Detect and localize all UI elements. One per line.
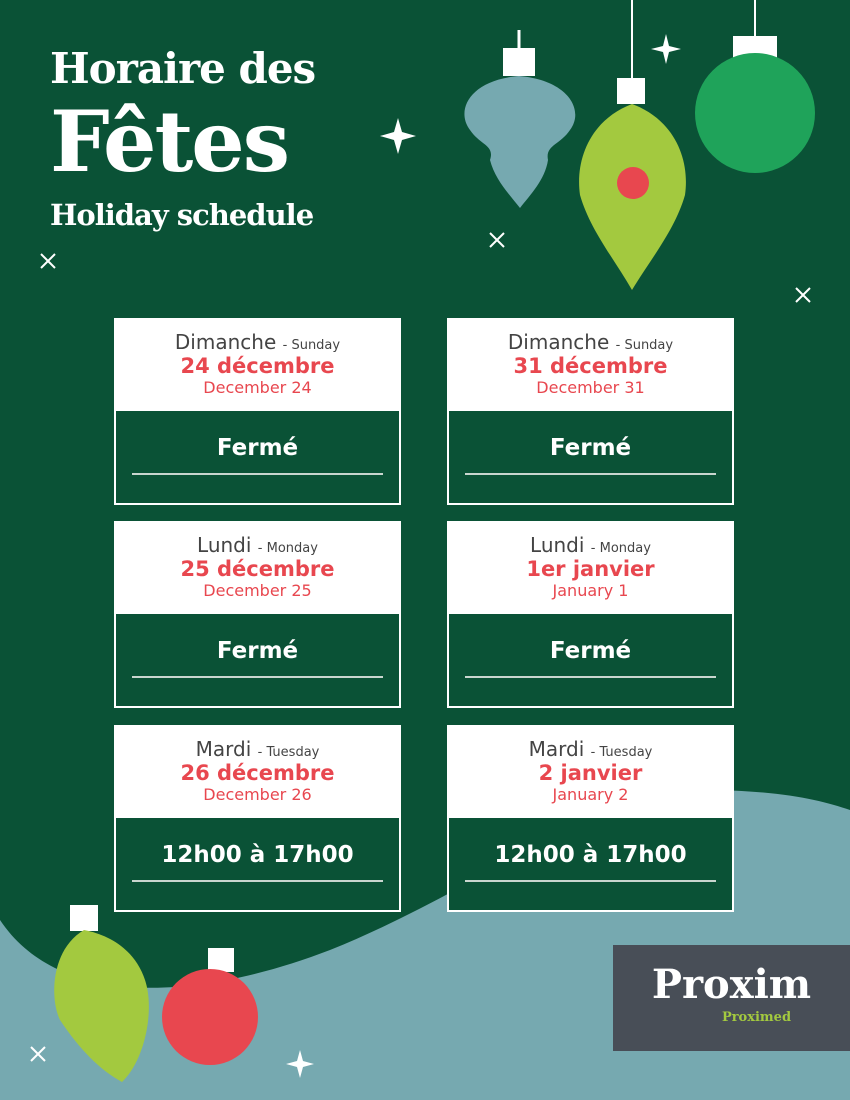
logo-sub-text: Proximed <box>721 1010 792 1025</box>
day-en: - Tuesday <box>257 745 320 760</box>
hours: Fermé <box>116 612 399 706</box>
day-en: - Monday <box>590 541 651 556</box>
schedule-card: Dimanche - Sunday 31 décembre December 3… <box>447 318 734 505</box>
day-fr: Lundi <box>197 533 252 557</box>
logo-brand: Proxim <box>651 961 812 1008</box>
card-date: Lundi - Monday 25 décembre December 25 <box>116 523 399 612</box>
date-en: December 25 <box>203 581 312 600</box>
date-en: December 24 <box>203 378 312 397</box>
title-line-1: Horaire des <box>50 44 316 93</box>
day-name: Dimanche - Sunday <box>116 330 399 354</box>
card-date: Mardi - Tuesday 2 janvier January 2 <box>449 727 732 816</box>
day-name: Mardi - Tuesday <box>116 737 399 761</box>
ornament-lime-icon <box>579 0 686 290</box>
date-en: January 1 <box>552 581 629 600</box>
schedule-card: Lundi - Monday 25 décembre December 25 F… <box>114 521 401 708</box>
day-name: Lundi - Monday <box>449 533 732 557</box>
schedule-card: Lundi - Monday 1er janvier January 1 Fer… <box>447 521 734 708</box>
divider <box>132 676 383 678</box>
divider <box>132 880 383 882</box>
schedule-card: Mardi - Tuesday 26 décembre December 26 … <box>114 725 401 912</box>
day-en: - Monday <box>257 541 318 556</box>
date-fr: 25 décembre <box>180 557 335 581</box>
date-fr: 2 janvier <box>538 761 643 785</box>
ornament-bottom-lime-icon <box>54 905 149 1082</box>
date-fr: 26 décembre <box>180 761 335 785</box>
day-fr: Lundi <box>530 533 585 557</box>
logo-sub: Proximed <box>663 1010 850 1025</box>
divider <box>465 880 716 882</box>
date-en: December 26 <box>203 785 312 804</box>
divider <box>465 473 716 475</box>
date-fr: 24 décembre <box>180 354 335 378</box>
star-cross-icons <box>30 232 811 1062</box>
sparkle-icons <box>286 34 681 1078</box>
hours: 12h00 à 17h00 <box>116 816 399 910</box>
day-fr: Dimanche <box>174 330 277 354</box>
schedule-card: Dimanche - Sunday 24 décembre December 2… <box>114 318 401 505</box>
card-date: Mardi - Tuesday 26 décembre December 26 <box>116 727 399 816</box>
hours: Fermé <box>449 409 732 503</box>
hours: 12h00 à 17h00 <box>449 816 732 910</box>
title-line-2: Fêtes <box>50 92 290 191</box>
date-en: January 2 <box>552 785 629 804</box>
day-fr: Mardi <box>528 737 585 761</box>
divider <box>132 473 383 475</box>
day-fr: Dimanche <box>507 330 610 354</box>
ornament-striped-icon <box>464 30 576 208</box>
day-name: Dimanche - Sunday <box>449 330 732 354</box>
schedule-card: Mardi - Tuesday 2 janvier January 2 12h0… <box>447 725 734 912</box>
title-subtitle: Holiday schedule <box>50 198 314 232</box>
divider <box>465 676 716 678</box>
ornament-plaid-icon <box>695 0 815 173</box>
day-fr: Mardi <box>195 737 252 761</box>
date-fr: 31 décembre <box>513 354 668 378</box>
day-name: Lundi - Monday <box>116 533 399 557</box>
card-date: Dimanche - Sunday 31 décembre December 3… <box>449 320 732 409</box>
day-en: - Sunday <box>282 338 341 353</box>
proxim-logo: Proxim Proximed <box>613 945 850 1051</box>
hours: Fermé <box>449 612 732 706</box>
card-date: Dimanche - Sunday 24 décembre December 2… <box>116 320 399 409</box>
ornament-bottom-red-icon <box>162 948 258 1065</box>
hours: Fermé <box>116 409 399 503</box>
date-fr: 1er janvier <box>526 557 655 581</box>
day-en: - Tuesday <box>590 745 653 760</box>
day-en: - Sunday <box>615 338 674 353</box>
day-name: Mardi - Tuesday <box>449 737 732 761</box>
date-en: December 31 <box>536 378 645 397</box>
card-date: Lundi - Monday 1er janvier January 1 <box>449 523 732 612</box>
